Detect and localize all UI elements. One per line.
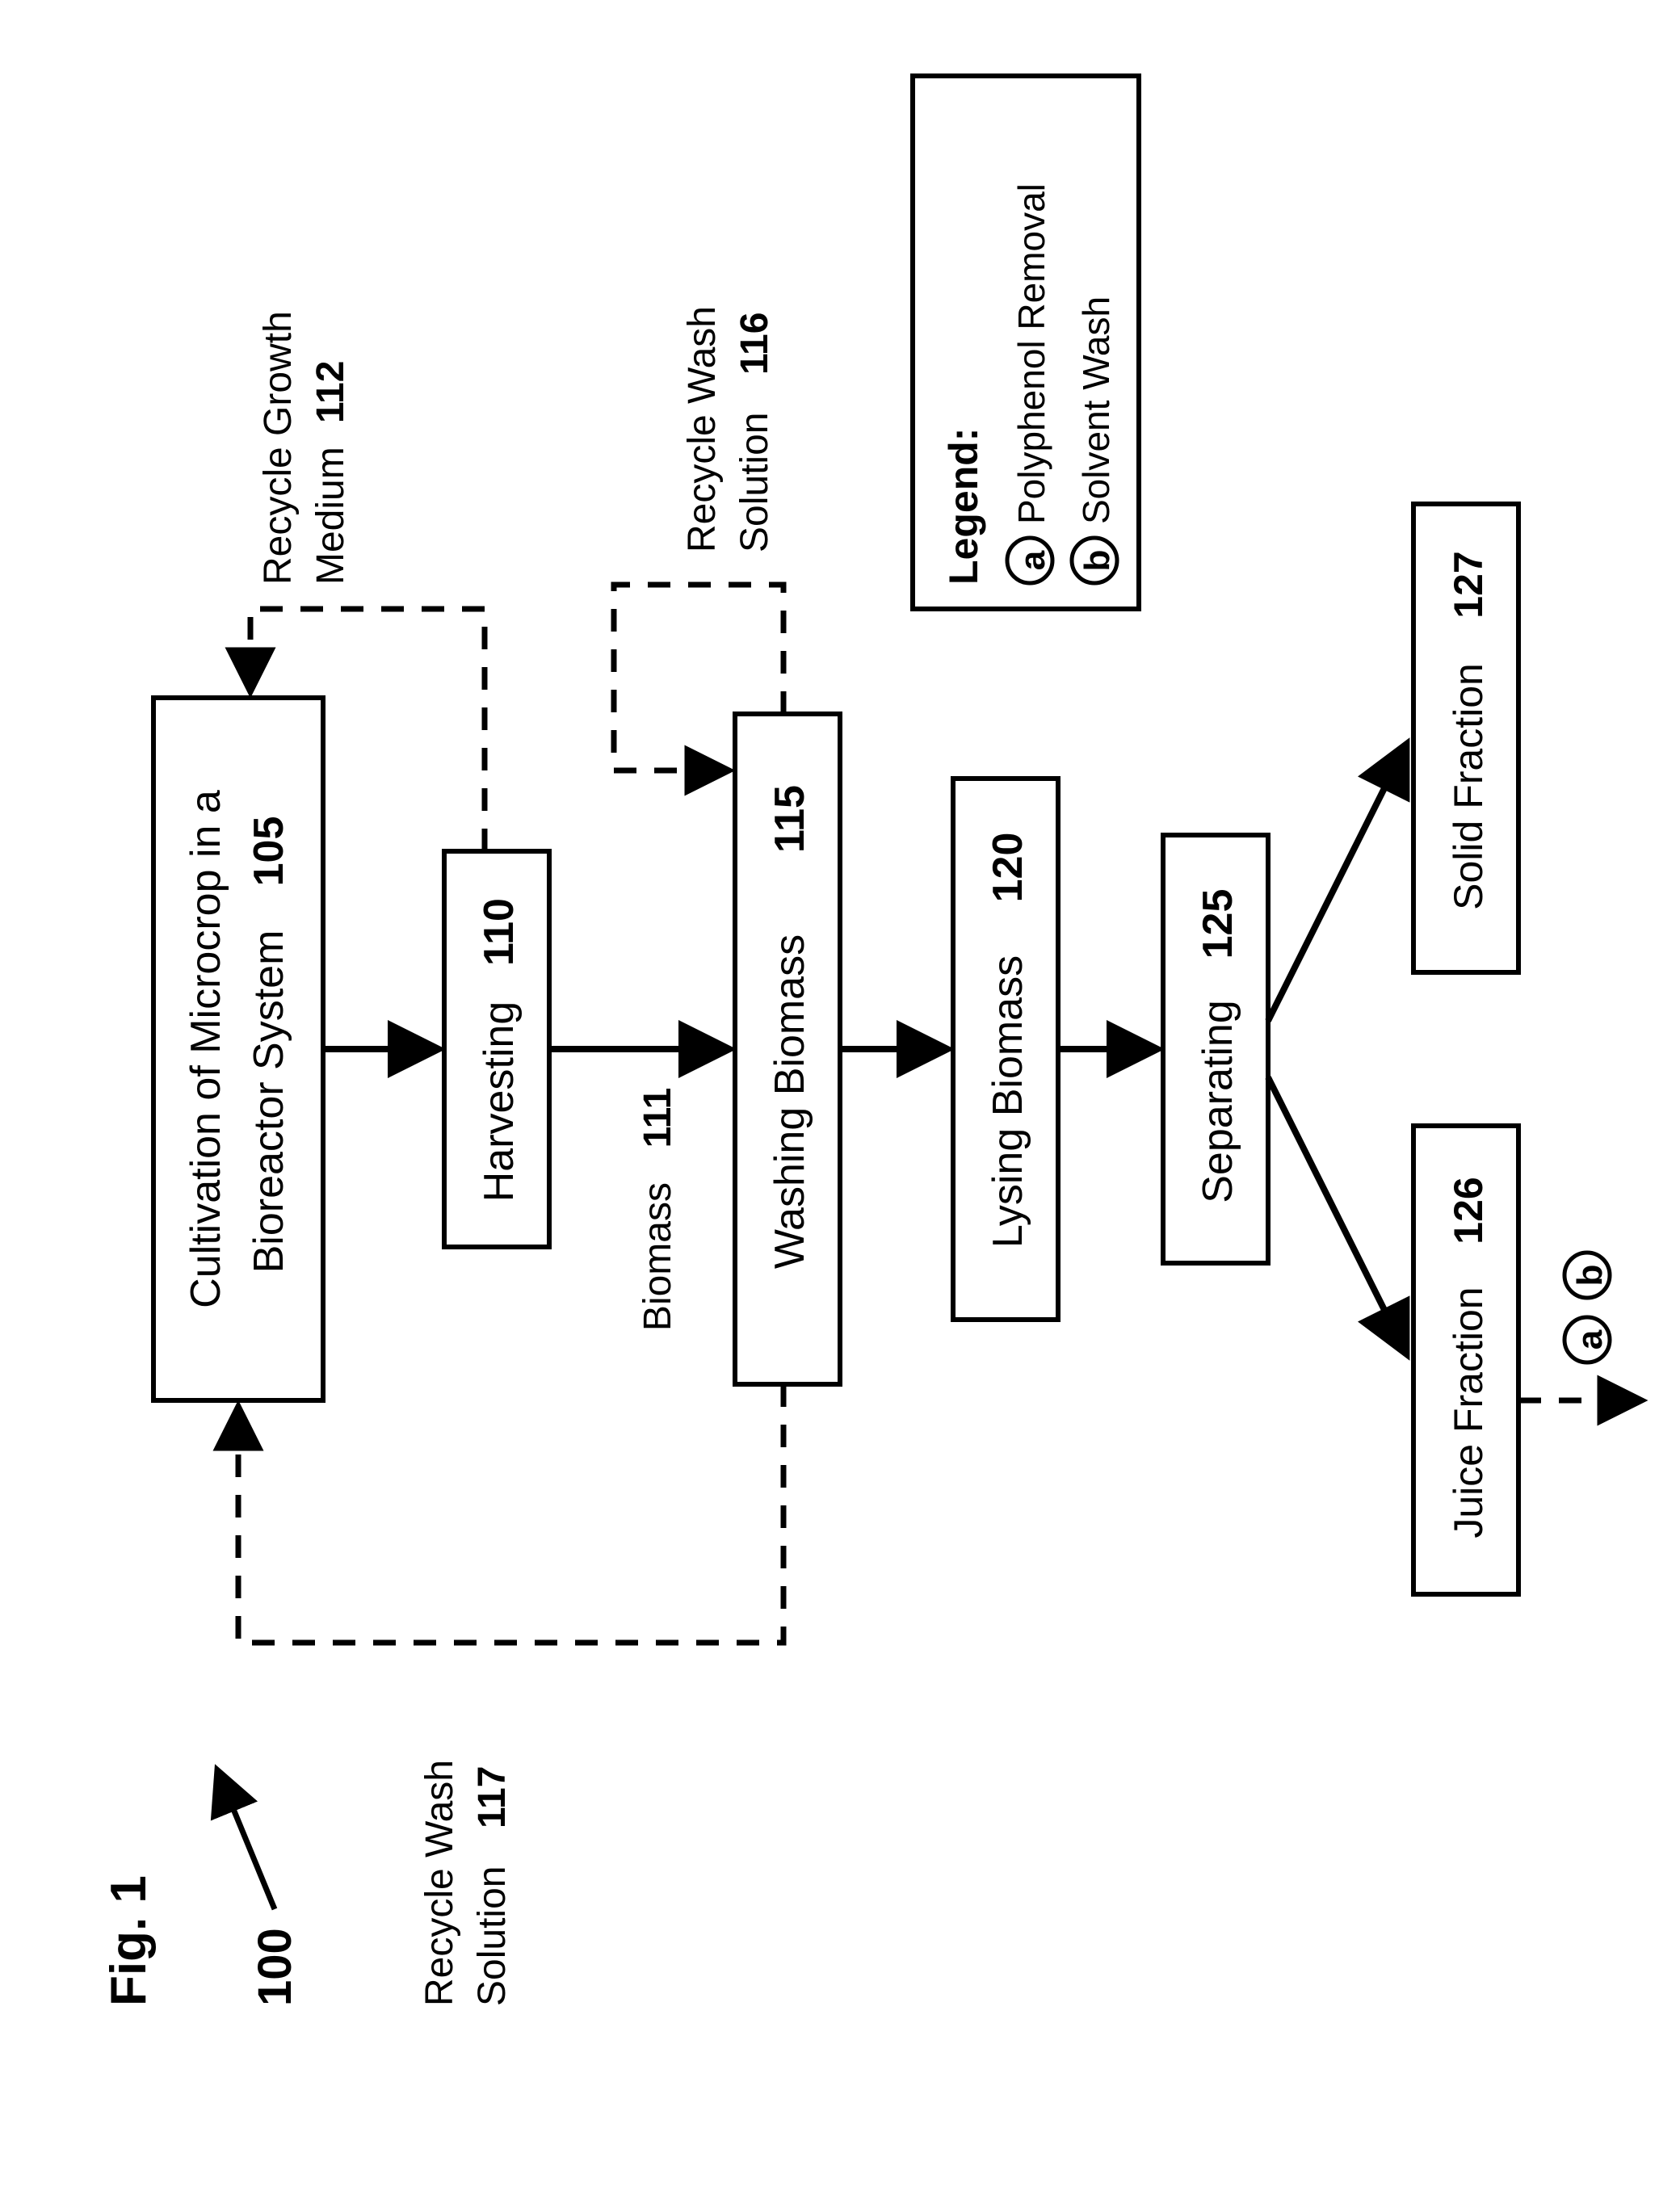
figure-canvas: Fig. 1 100 Cultivation of Microcrop in a… <box>0 0 1680 2208</box>
recycle-116-num: 116 <box>733 313 776 375</box>
ref-callout-arrow <box>218 1772 275 1909</box>
node-cultivation-line2: Bioreactor System <box>246 930 292 1274</box>
node-juice-label: Juice Fraction <box>1446 1287 1491 1538</box>
node-solid-num: 127 <box>1446 551 1491 618</box>
recycle-117-line2: Solution <box>471 1866 514 2006</box>
legend-b-text: Solvent Wash <box>1075 296 1117 524</box>
legend-title: Legend: <box>941 428 986 585</box>
node-washing-label: Washing Biomass <box>766 934 813 1269</box>
recycle-112-line2: Medium <box>309 447 352 585</box>
marker-a: a <box>1564 1317 1610 1362</box>
legend-a-text: Polyphenol Removal <box>1010 183 1052 524</box>
node-cultivation-line1: Cultivation of Microcrop in a <box>183 790 229 1308</box>
node-harvesting-label: Harvesting <box>476 1001 523 1203</box>
node-solid-label: Solid Fraction <box>1446 663 1491 910</box>
node-washing-num: 115 <box>766 785 813 853</box>
marker-b: b <box>1564 1253 1610 1298</box>
biomass-label: Biomass <box>636 1182 679 1331</box>
node-separating-label: Separating <box>1195 1000 1241 1203</box>
legend-a-letter: a <box>1013 550 1052 570</box>
recycle-117-line1: Recycle Wash <box>418 1760 461 2006</box>
legend-a: a Polyphenol Removal <box>1007 183 1052 583</box>
arrow-125-126 <box>1268 1077 1405 1352</box>
biomass-num: 111 <box>636 1088 679 1148</box>
recycle-116-line2: Solution <box>733 413 776 552</box>
recycle-117-path <box>238 1384 783 1643</box>
node-separating-num: 125 <box>1195 889 1241 959</box>
marker-a-letter: a <box>1570 1329 1610 1350</box>
figure-title: Fig. 1 <box>101 1875 157 2006</box>
legend-b-letter: b <box>1077 550 1117 572</box>
node-lysing-num: 120 <box>985 833 1031 903</box>
arrow-125-127 <box>1268 746 1405 1021</box>
node-lysing-label: Lysing Biomass <box>985 955 1031 1248</box>
flowchart-svg: Fig. 1 100 Cultivation of Microcrop in a… <box>0 0 1680 2208</box>
recycle-112-num: 112 <box>309 361 352 423</box>
recycle-116-line1: Recycle Wash <box>681 306 724 552</box>
node-cultivation <box>153 698 323 1400</box>
node-cultivation-num: 105 <box>246 816 292 887</box>
marker-b-letter: b <box>1570 1265 1610 1287</box>
recycle-112-line1: Recycle Growth <box>257 311 300 585</box>
figure-ref-number: 100 <box>249 1928 301 2006</box>
node-harvesting-num: 110 <box>476 898 523 966</box>
recycle-117-num: 117 <box>471 1766 514 1828</box>
node-juice-num: 126 <box>1446 1177 1491 1244</box>
